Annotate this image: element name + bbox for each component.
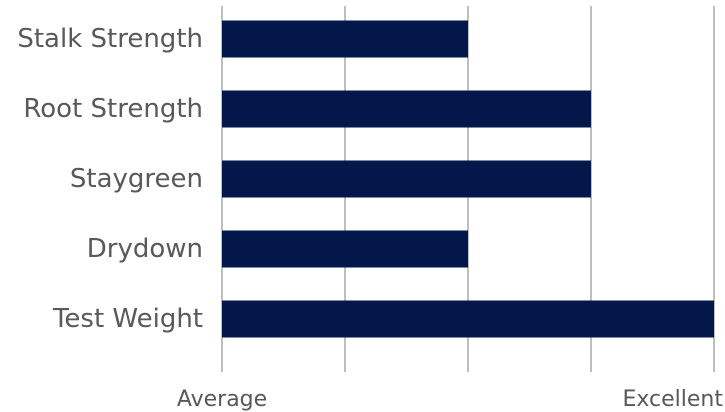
x-tick-label-average: Average (177, 387, 267, 412)
category-label-root-strength: Root Strength (23, 94, 203, 124)
x-tick-labels: Average Excellent (177, 387, 724, 412)
category-labels: Stalk Strength Root Strength Staygreen Dryd… (17, 24, 203, 334)
bar-test-weight (222, 300, 714, 338)
x-tick-label-excellent: Excellent (623, 387, 724, 412)
bar-root-strength (222, 90, 591, 128)
category-label-test-weight: Test Weight (52, 304, 203, 334)
bar-stalk-strength (222, 20, 468, 58)
category-label-drydown: Drydown (87, 234, 203, 264)
category-label-stalk-strength: Stalk Strength (17, 24, 203, 54)
bars (222, 20, 714, 338)
bar-drydown (222, 230, 468, 268)
bar-staygreen (222, 160, 591, 198)
category-label-staygreen: Staygreen (70, 164, 203, 194)
